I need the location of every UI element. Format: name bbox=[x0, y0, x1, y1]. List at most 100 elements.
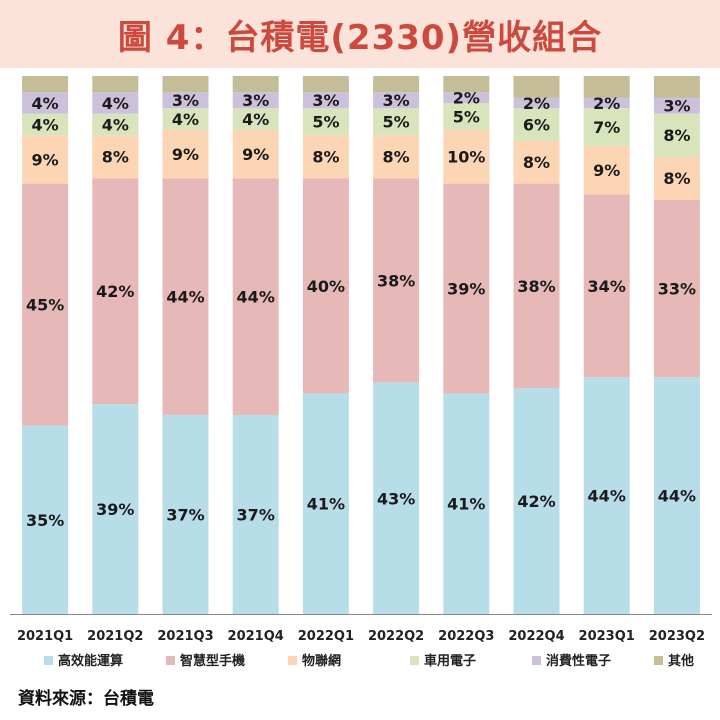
legend-label: 其他 bbox=[668, 653, 694, 669]
x-tick-label: 2022Q4 bbox=[508, 629, 564, 644]
bar-segment bbox=[232, 92, 279, 109]
x-tick-label: 2022Q1 bbox=[298, 629, 354, 644]
bar-segment bbox=[92, 113, 139, 136]
data-label: 8% bbox=[663, 126, 690, 145]
bar-segment bbox=[513, 97, 560, 109]
bar-segment bbox=[302, 92, 349, 109]
data-label: 9% bbox=[172, 145, 199, 164]
bar-segment bbox=[232, 178, 279, 415]
data-label: 37% bbox=[166, 505, 204, 524]
legend-label: 高效能運算 bbox=[58, 653, 123, 669]
data-label: 34% bbox=[588, 277, 626, 296]
data-label: 9% bbox=[242, 145, 269, 164]
stacked-bar-chart: 35% 45% 9% 4% 4% 2021Q1 39% 42% 8% 4% 4% 2021Q2 37% 4… bbox=[10, 76, 712, 669]
data-label: 5% bbox=[383, 113, 410, 132]
bar-segment bbox=[22, 113, 69, 136]
data-label: 42% bbox=[517, 492, 555, 511]
data-label: 3% bbox=[172, 91, 199, 110]
bar-segment bbox=[162, 178, 209, 415]
bar-segment bbox=[162, 129, 209, 179]
data-label: 7% bbox=[593, 118, 620, 137]
legend-label: 物聯網 bbox=[302, 653, 341, 669]
bar-segment bbox=[443, 129, 490, 184]
bar-segment bbox=[92, 92, 139, 114]
bar-segment bbox=[232, 414, 279, 614]
data-label: 4% bbox=[242, 110, 269, 129]
data-label: 8% bbox=[312, 148, 339, 167]
data-label: 4% bbox=[102, 94, 129, 113]
bar-segment bbox=[583, 377, 630, 614]
data-label: 39% bbox=[96, 500, 134, 519]
bar-segment bbox=[443, 102, 490, 130]
data-label: 44% bbox=[237, 288, 275, 307]
bar-segment bbox=[373, 108, 420, 136]
bar-segment bbox=[232, 108, 279, 130]
bar-segment bbox=[653, 113, 700, 157]
legend-swatch bbox=[532, 656, 541, 665]
x-tick-label: 2022Q2 bbox=[368, 629, 424, 644]
bar-segment bbox=[162, 414, 209, 614]
bar-segment bbox=[513, 76, 560, 98]
bar-segment bbox=[443, 393, 490, 614]
data-label: 44% bbox=[658, 487, 696, 506]
data-label: 45% bbox=[26, 296, 64, 315]
bar-segment bbox=[302, 135, 349, 179]
bar-segment bbox=[92, 404, 139, 614]
bar-segment bbox=[653, 97, 700, 114]
data-label: 3% bbox=[663, 97, 690, 116]
bar-segment bbox=[513, 140, 560, 184]
data-label: 8% bbox=[663, 169, 690, 188]
bar-segment bbox=[302, 393, 349, 614]
data-label: 5% bbox=[312, 113, 339, 132]
data-label: 4% bbox=[102, 115, 129, 134]
legend-label: 消費性電子 bbox=[546, 653, 611, 669]
data-label: 41% bbox=[447, 495, 485, 514]
legend-label: 智慧型手機 bbox=[180, 653, 245, 669]
data-label: 4% bbox=[32, 115, 59, 134]
bar-segment bbox=[302, 178, 349, 394]
bar-segment bbox=[22, 76, 69, 93]
data-label: 44% bbox=[588, 487, 626, 506]
x-tick-label: 2022Q3 bbox=[438, 629, 494, 644]
data-label: 8% bbox=[102, 148, 129, 167]
x-tick-label: 2021Q1 bbox=[17, 629, 73, 644]
data-label: 42% bbox=[96, 282, 134, 301]
bar-segment bbox=[232, 129, 279, 179]
data-label: 8% bbox=[523, 153, 550, 172]
bar-segment bbox=[583, 194, 630, 378]
bar-segment bbox=[583, 97, 630, 109]
x-tick-label: 2023Q1 bbox=[579, 629, 635, 644]
bar-segment bbox=[302, 76, 349, 93]
data-label: 3% bbox=[383, 91, 410, 110]
data-label: 38% bbox=[377, 271, 415, 290]
chart-title: 圖 4：台積電(2330)營收組合 bbox=[117, 17, 603, 58]
bar-segment bbox=[22, 183, 69, 426]
bar-segment bbox=[583, 145, 630, 195]
data-label: 3% bbox=[242, 91, 269, 110]
data-label: 38% bbox=[517, 277, 555, 296]
bar-segment bbox=[513, 388, 560, 614]
data-label: 4% bbox=[172, 110, 199, 129]
bar-segment bbox=[653, 76, 700, 98]
legend-label: 車用電子 bbox=[424, 653, 476, 669]
bar-segment bbox=[92, 178, 139, 405]
bar-segment bbox=[513, 183, 560, 389]
legend-swatch bbox=[654, 656, 663, 665]
data-label: 9% bbox=[593, 161, 620, 180]
data-label: 5% bbox=[453, 107, 480, 126]
data-label: 2% bbox=[453, 89, 480, 108]
legend-swatch bbox=[288, 656, 297, 665]
data-label: 33% bbox=[658, 280, 696, 299]
data-label: 10% bbox=[447, 148, 485, 167]
bar-segment bbox=[373, 178, 420, 383]
bar-segment bbox=[92, 135, 139, 179]
bar-segment bbox=[443, 92, 490, 103]
legend-swatch bbox=[166, 656, 175, 665]
data-label: 43% bbox=[377, 489, 415, 508]
data-label: 37% bbox=[237, 505, 275, 524]
legend-swatch bbox=[410, 656, 419, 665]
bar-segment bbox=[162, 108, 209, 130]
data-label: 6% bbox=[523, 115, 550, 134]
x-tick-label: 2021Q3 bbox=[157, 629, 213, 644]
bar-segment bbox=[92, 76, 139, 93]
